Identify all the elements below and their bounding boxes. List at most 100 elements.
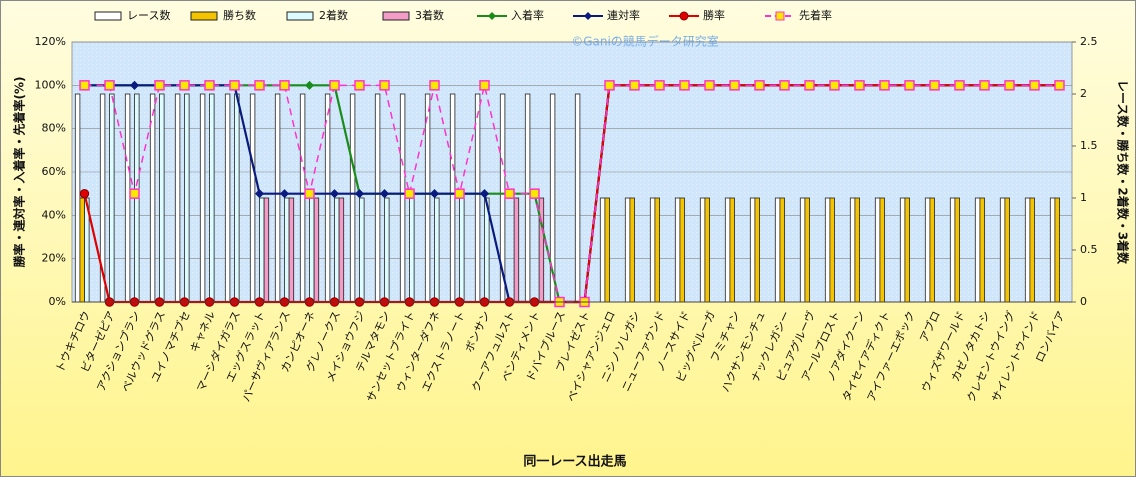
bar	[924, 197, 931, 303]
bar	[979, 197, 985, 303]
line-marker	[254, 80, 265, 91]
line-marker	[629, 80, 640, 91]
bar	[824, 197, 831, 303]
legend-swatch	[190, 11, 218, 21]
line-marker	[179, 80, 190, 91]
line-marker	[129, 188, 140, 199]
y-tick-label: 100%	[35, 78, 66, 91]
bar	[313, 197, 320, 303]
line-marker	[854, 80, 865, 91]
line-marker	[479, 80, 490, 91]
bar	[1054, 197, 1060, 303]
y2-tick-label: 1	[1080, 191, 1087, 204]
legend-label: 勝率	[703, 8, 725, 22]
line-marker	[130, 80, 139, 90]
line-marker	[604, 80, 615, 91]
bar	[359, 197, 365, 303]
y-tick-label: 40%	[42, 208, 66, 221]
bar	[288, 197, 295, 303]
line-marker	[504, 188, 515, 199]
line-marker	[829, 80, 840, 91]
line-marker	[79, 80, 90, 91]
y-tick-label: 80%	[42, 122, 66, 135]
bar	[829, 197, 835, 303]
line-marker	[754, 80, 765, 91]
line-marker	[954, 80, 965, 91]
bar	[949, 197, 956, 303]
bar	[338, 197, 345, 303]
bar	[779, 197, 785, 303]
bar	[774, 197, 781, 303]
line-marker	[904, 80, 915, 91]
bar	[574, 93, 581, 303]
legend-label: 入着率	[511, 8, 544, 22]
bar	[674, 197, 681, 303]
bar	[109, 93, 115, 303]
bar	[79, 197, 85, 303]
bar	[649, 197, 656, 303]
y2-tick-label: 0	[1080, 295, 1087, 308]
bar	[334, 197, 340, 303]
bar	[259, 197, 265, 303]
bar	[374, 93, 381, 303]
bar	[449, 93, 456, 303]
line-marker	[879, 80, 890, 91]
bar	[729, 197, 735, 303]
bar	[954, 197, 960, 303]
watermark: ©Ganiの競馬データ研究室	[571, 34, 719, 49]
y2-tick-label: 0.5	[1080, 243, 1098, 256]
bar	[879, 197, 885, 303]
line-marker	[279, 80, 290, 91]
line-marker	[229, 80, 240, 91]
bar	[754, 197, 760, 303]
line-marker	[679, 80, 690, 91]
legend-swatch	[94, 11, 122, 21]
line-marker	[779, 80, 790, 91]
y2-tick-label: 1.5	[1080, 139, 1098, 152]
line-marker	[154, 80, 165, 91]
legend-label: 3着数	[415, 8, 444, 22]
bar	[854, 197, 860, 303]
bar	[929, 197, 935, 303]
bar	[249, 93, 256, 303]
bar	[874, 197, 881, 303]
line-marker	[329, 80, 340, 91]
legend-label: 勝ち数	[223, 8, 256, 22]
line-marker	[1004, 80, 1015, 91]
legend-swatch	[382, 11, 410, 21]
line-marker	[380, 189, 389, 199]
line-marker	[79, 188, 90, 199]
bar	[274, 93, 281, 303]
line-marker	[929, 80, 940, 91]
bar	[1024, 197, 1031, 303]
y2-tick-label: 2	[1080, 87, 1087, 100]
bar	[74, 93, 81, 303]
bar	[1029, 197, 1035, 303]
line-marker	[305, 80, 314, 90]
bar	[284, 197, 290, 303]
line-marker	[729, 80, 740, 91]
bar	[349, 93, 356, 303]
line-marker	[529, 188, 540, 199]
line-marker	[1054, 80, 1065, 91]
y-tick-label: 20%	[42, 252, 66, 265]
legend-label: 先着率	[799, 8, 832, 22]
bar	[604, 197, 610, 303]
bar	[209, 93, 215, 303]
bar	[224, 93, 231, 303]
legend-swatch	[286, 11, 314, 21]
line-marker	[454, 188, 465, 199]
y-tick-label: 0%	[49, 295, 66, 308]
bar	[999, 197, 1006, 303]
bar	[199, 93, 206, 303]
y2-tick-label: 2.5	[1080, 35, 1098, 48]
bar	[804, 197, 810, 303]
line-marker	[1029, 80, 1040, 91]
line-marker	[330, 189, 339, 199]
bar	[599, 197, 606, 303]
y-axis-title: 勝率・連対率・入着率・先着率(%)	[12, 77, 27, 268]
bar	[513, 197, 520, 303]
bar	[724, 197, 731, 303]
bar	[849, 197, 856, 303]
y-tick-label: 60%	[42, 165, 66, 178]
